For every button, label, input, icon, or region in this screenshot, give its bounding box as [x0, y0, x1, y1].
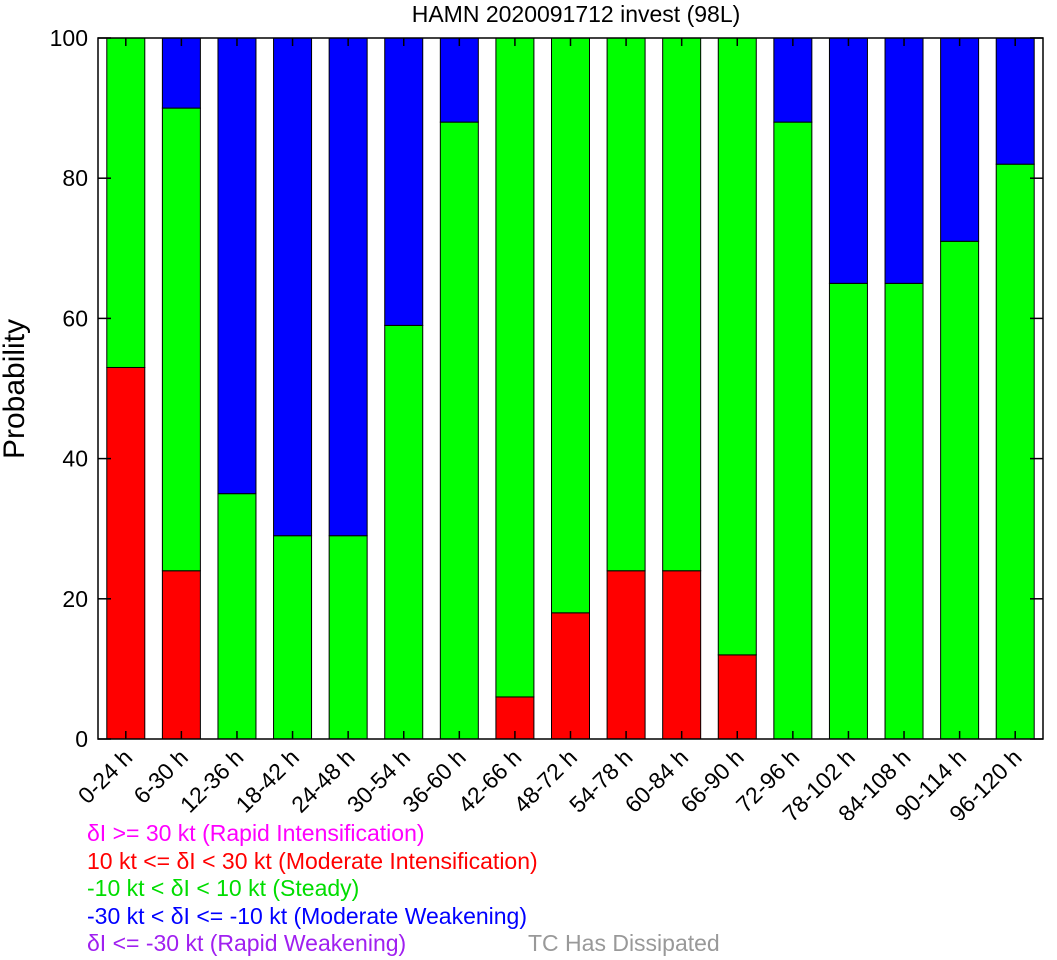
- legend-moderate-intensification: 10 kt <= δI < 30 kt (Moderate Intensific…: [87, 847, 538, 874]
- bar-segment-st-2: [217, 493, 257, 740]
- y-axis-label: Probability: [0, 319, 31, 459]
- x-ticks: 0-24 h6-30 h12-36 h18-42 h24-48 h30-54 h…: [73, 38, 1027, 820]
- bar-segment-mw-13: [828, 37, 868, 284]
- y-tick-label: 80: [62, 165, 88, 191]
- bar-segment-mw-5: [384, 37, 424, 326]
- bar-segment-st-13: [828, 282, 868, 740]
- bar-segment-st-7: [495, 37, 535, 698]
- legend: δI >= 30 kt (Rapid Intensification) 10 k…: [87, 820, 538, 958]
- bar-segment-st-1: [161, 107, 201, 572]
- bar-segment-mi-0: [106, 366, 146, 740]
- bar-segment-mi-10: [662, 570, 702, 740]
- plot-frame: [97, 37, 1044, 740]
- y-tick-label: 40: [62, 446, 88, 472]
- bar-segment-st-4: [328, 535, 368, 740]
- bar-segment-mw-15: [940, 37, 980, 242]
- y-tick-label: 100: [50, 25, 88, 51]
- legend-steady: -10 kt < δI < 10 kt (Steady): [87, 875, 360, 901]
- bar-segment-st-5: [384, 324, 424, 740]
- bar-segment-st-15: [940, 240, 980, 740]
- bar-segment-mi-11: [717, 654, 757, 740]
- bars-group: [106, 37, 1035, 740]
- bar-segment-st-10: [662, 37, 702, 572]
- bar-segment-st-3: [273, 535, 313, 740]
- bar-segment-st-11: [717, 37, 757, 656]
- x-tick-label: 0-24 h: [73, 744, 138, 809]
- y-tick-label: 0: [75, 726, 88, 752]
- bar-segment-mw-16: [995, 37, 1035, 165]
- legend-moderate-weakening: -30 kt < δI <= -10 kt (Moderate Weakenin…: [87, 902, 528, 929]
- bar-segment-mw-2: [217, 37, 257, 495]
- bar-segment-mi-8: [551, 612, 590, 740]
- bar-segment-st-14: [884, 282, 924, 740]
- stacked-bar-chart: HAMN 2020091712 invest (98L) Probability…: [0, 1, 1044, 820]
- bar-segment-st-9: [606, 37, 646, 572]
- bar-segment-mw-4: [328, 37, 368, 537]
- legend-rapid-intensification: δI >= 30 kt (Rapid Intensification): [87, 820, 425, 846]
- bar-segment-mw-12: [773, 37, 813, 123]
- bar-segment-st-12: [773, 121, 813, 740]
- bar-segment-mi-1: [161, 570, 201, 740]
- bar-segment-mw-14: [884, 37, 924, 284]
- y-tick-label: 20: [62, 586, 88, 612]
- y-ticks: 0 20 40 60 80 100: [50, 25, 1043, 752]
- bar-segment-st-16: [995, 163, 1035, 740]
- legend-rapid-weakening: δI <= -30 kt (Rapid Weakening): [87, 930, 407, 956]
- bar-segment-mw-3: [273, 37, 313, 537]
- bar-segment-mw-6: [439, 37, 479, 123]
- chart-title: HAMN 2020091712 invest (98L): [412, 1, 741, 27]
- legend-dissipated: TC Has Dissipated: [528, 930, 720, 956]
- bar-segment-st-0: [106, 37, 146, 368]
- y-tick-label: 60: [62, 305, 88, 331]
- bar-segment-mw-1: [161, 37, 201, 109]
- bar-segment-st-8: [551, 37, 590, 614]
- bar-segment-st-6: [439, 121, 479, 740]
- bar-segment-mi-9: [606, 570, 646, 740]
